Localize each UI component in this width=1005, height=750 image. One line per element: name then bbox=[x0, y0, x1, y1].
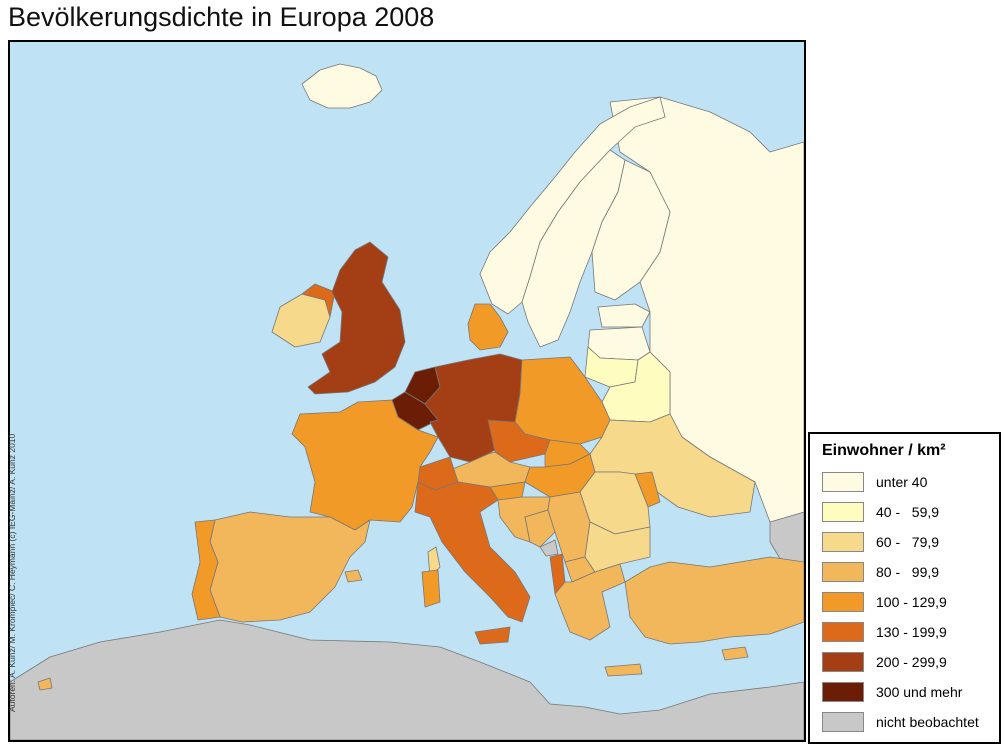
region-crete bbox=[604, 663, 643, 677]
legend-label: 100 - 129,9 bbox=[876, 594, 947, 610]
legend-label: 300 und mehr bbox=[876, 684, 963, 700]
region-canaries bbox=[37, 677, 53, 691]
legend-swatch bbox=[822, 472, 864, 492]
legend-label: 130 - 199,9 bbox=[876, 624, 947, 640]
legend-item: 200 - 299,9 bbox=[822, 652, 997, 674]
region-turkey bbox=[624, 556, 804, 645]
legend-item: nicht beobachtet bbox=[822, 712, 997, 734]
legend-item: 40 - 59,9 bbox=[822, 502, 997, 524]
region-bosnia bbox=[524, 509, 556, 548]
region-corsica bbox=[427, 546, 441, 578]
region-portugal bbox=[191, 519, 221, 621]
legend-label: unter 40 bbox=[876, 474, 928, 490]
legend-swatch bbox=[822, 712, 864, 732]
legend-item: 300 und mehr bbox=[822, 682, 997, 704]
legend-label: 40 - 59,9 bbox=[876, 504, 940, 520]
map-title: Bevölkerungsdichte in Europa 2008 bbox=[8, 2, 435, 32]
legend-title: Einwohner / km² bbox=[822, 442, 946, 459]
region-north-africa bbox=[10, 619, 804, 740]
map-frame bbox=[8, 40, 806, 742]
legend-swatch bbox=[822, 592, 864, 612]
region-italy bbox=[414, 481, 531, 623]
region-bulgaria bbox=[584, 521, 651, 573]
region-balearics bbox=[344, 569, 363, 583]
region-cyprus bbox=[721, 646, 749, 661]
legend-item: 60 - 79,9 bbox=[822, 532, 997, 554]
region-sardinia bbox=[421, 569, 441, 608]
region-estonia bbox=[597, 303, 651, 328]
legend-swatch bbox=[822, 682, 864, 702]
region-iceland bbox=[301, 63, 383, 109]
region-great-britain bbox=[307, 241, 406, 395]
region-denmark bbox=[467, 303, 509, 351]
legend-swatch bbox=[822, 622, 864, 642]
legend-item: 80 - 99,9 bbox=[822, 562, 997, 584]
legend-label: 80 - 99,9 bbox=[876, 564, 940, 580]
region-france bbox=[291, 399, 439, 531]
legend-label: 200 - 299,9 bbox=[876, 654, 947, 670]
region-poland bbox=[514, 356, 611, 445]
europe-map bbox=[10, 42, 804, 740]
region-finland bbox=[591, 159, 671, 301]
region-northern-ireland bbox=[301, 283, 336, 318]
region-montenegro bbox=[539, 539, 559, 557]
author-credit: Autoren: A. Kunz/ M. Krompiec/ C. Heyman… bbox=[7, 433, 17, 712]
legend-swatch bbox=[822, 562, 864, 582]
legend-swatch bbox=[822, 502, 864, 522]
legend-item: unter 40 bbox=[822, 472, 997, 494]
legend-swatch bbox=[822, 532, 864, 552]
region-sicily bbox=[474, 626, 511, 645]
legend: Einwohner / km² unter 40 40 - 59,9 60 - … bbox=[808, 432, 1001, 744]
legend-item: 130 - 199,9 bbox=[822, 622, 997, 644]
legend-item: 100 - 129,9 bbox=[822, 592, 997, 614]
region-greece bbox=[554, 563, 626, 641]
legend-label: nicht beobachtet bbox=[876, 714, 979, 730]
legend-swatch bbox=[822, 652, 864, 672]
legend-label: 60 - 79,9 bbox=[876, 534, 940, 550]
